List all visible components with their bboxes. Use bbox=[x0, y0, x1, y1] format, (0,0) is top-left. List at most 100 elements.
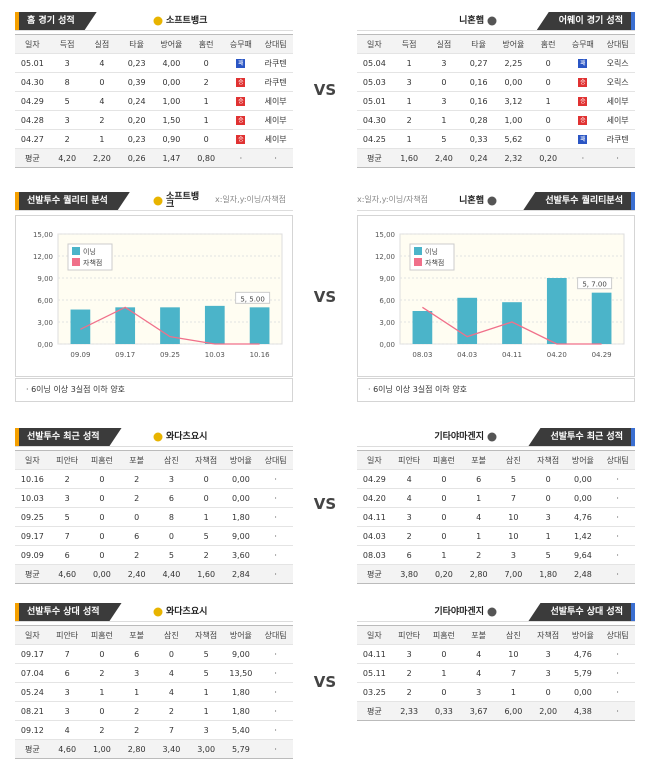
cell: · bbox=[258, 545, 293, 565]
table-row: 07.04 6 2 3 4 5 13,50 · bbox=[15, 663, 293, 683]
cell: 08.21 bbox=[15, 701, 50, 721]
cell: 05.24 bbox=[15, 682, 50, 702]
cell: 5 bbox=[496, 469, 531, 489]
column-header: 상대팀 bbox=[258, 450, 293, 470]
team-logo bbox=[153, 607, 163, 617]
table-row: 03.25 2 0 3 1 0 0,00 · bbox=[357, 682, 635, 702]
column-header: 방어율 bbox=[565, 625, 601, 645]
average-cell: 2,80 bbox=[461, 564, 496, 584]
team-logo bbox=[153, 432, 163, 442]
column-header: 일자 bbox=[15, 625, 50, 645]
x-tick-label: 04.20 bbox=[547, 351, 567, 359]
column-header: 일자 bbox=[357, 450, 392, 470]
cell: 0 bbox=[530, 53, 566, 73]
panel-title: 선발투수 최근 성적 bbox=[15, 428, 122, 446]
panel-header: x:일자,y:이닝/자책점 선발투수 퀄리티분석 니혼햄 bbox=[357, 192, 635, 211]
table-head: 일자 피안타 피홈런 포볼 삼진 자책점 방어율 상대팀 bbox=[357, 625, 635, 645]
cell: 2 bbox=[49, 129, 85, 149]
table-row: 04.29 4 0 6 5 0 0,00 · bbox=[357, 469, 635, 489]
team: 니혼햄 bbox=[459, 12, 497, 30]
cell: 0,00 bbox=[496, 72, 531, 92]
column-header: 포볼 bbox=[461, 450, 496, 470]
average-cell: 3,00 bbox=[188, 739, 224, 759]
team: 와다츠요시 bbox=[153, 428, 207, 446]
team: 소프트뱅크 bbox=[153, 12, 207, 30]
cell: 5 bbox=[49, 91, 85, 111]
cell: 08.03 bbox=[357, 545, 392, 565]
y-tick-label: 6,00 bbox=[379, 297, 395, 305]
cell: 8 bbox=[49, 72, 85, 92]
cell: 09.12 bbox=[15, 720, 50, 740]
cell: 7 bbox=[496, 488, 531, 508]
cell: 04.27 bbox=[15, 129, 50, 149]
bar bbox=[412, 311, 433, 344]
column-header: 상대팀 bbox=[258, 34, 293, 54]
team: 기타야마겐지 bbox=[434, 428, 497, 446]
panel-header: 홈 경기 성적 소프트뱅크 bbox=[15, 12, 293, 31]
annotation: 5, 7.00 bbox=[582, 281, 607, 289]
cell: 4,76 bbox=[565, 507, 601, 527]
team-name: 기타야마겐지 bbox=[434, 607, 484, 617]
cell: 3,12 bbox=[496, 91, 531, 111]
result-cell: 패 bbox=[565, 129, 601, 149]
average-cell: 7,00 bbox=[496, 564, 531, 584]
bar bbox=[457, 297, 478, 344]
average-cell: 0,20 bbox=[426, 564, 462, 584]
cell: 1 bbox=[461, 488, 496, 508]
cell: 0 bbox=[154, 526, 189, 546]
cell: 4 bbox=[49, 720, 85, 740]
table-row: 09.12 4 2 2 7 3 5,40 · bbox=[15, 720, 293, 740]
table-row: 04.30 2 1 0,28 1,00 0 승 세이부 bbox=[357, 110, 635, 130]
cell: · bbox=[600, 682, 635, 702]
average-cell: · bbox=[600, 148, 635, 168]
average-cell: 3,40 bbox=[154, 739, 189, 759]
panel-title: 홈 경기 성적 bbox=[15, 12, 97, 30]
header-row: 일자 피안타 피홈런 포볼 삼진 자책점 방어율 상대팀 bbox=[357, 450, 635, 470]
result-icon: 패 bbox=[578, 135, 588, 144]
x-tick-label: 08.03 bbox=[412, 351, 432, 359]
legend-swatch bbox=[72, 258, 80, 266]
table-head: 일자 피안타 피홈런 포볼 삼진 자책점 방어율 상대팀 bbox=[15, 450, 293, 470]
panel-title: 선발투수 상대 성적 bbox=[528, 603, 635, 621]
panel-header: 선발투수 상대 성적 와다츠요시 bbox=[15, 603, 293, 622]
table-row: 05.11 2 1 4 7 3 5,79 · bbox=[357, 663, 635, 683]
cell: 1,80 bbox=[223, 507, 259, 527]
column-header: 피홈런 bbox=[426, 450, 462, 470]
cell: · bbox=[600, 488, 635, 508]
cell: · bbox=[600, 663, 635, 683]
chart-box: 0,00 3,00 6,00 9,00 12,00 15,00 09.09 09.17 09.2… bbox=[15, 215, 293, 377]
column-header: 승무패 bbox=[223, 34, 259, 54]
cell: 0,28 bbox=[461, 110, 496, 130]
average-cell: 3,67 bbox=[461, 701, 496, 721]
cell: 04.25 bbox=[357, 129, 392, 149]
average-cell: 4,40 bbox=[154, 564, 189, 584]
table-row: 09.17 7 0 6 0 5 9,00 · bbox=[15, 526, 293, 546]
bar bbox=[546, 278, 567, 344]
cell: 04.28 bbox=[15, 110, 50, 130]
x-tick-label: 09.17 bbox=[115, 351, 135, 359]
cell: 2 bbox=[188, 545, 224, 565]
result-icon: 패 bbox=[236, 59, 246, 68]
cell: 라쿠텐 bbox=[600, 129, 635, 149]
column-header: 피홈런 bbox=[84, 625, 120, 645]
x-tick-label: 04.03 bbox=[457, 351, 477, 359]
table-body: 04.11 3 0 4 10 3 4,76 · 05.11 2 1 4 7 3 5,79 · 03.25 2 0 3 1… bbox=[357, 644, 635, 721]
axis-note: x:일자,y:이닝/자책점 bbox=[215, 195, 287, 204]
legend-swatch bbox=[414, 258, 422, 266]
average-cell: 1,60 bbox=[188, 564, 224, 584]
column-header: 삼진 bbox=[154, 450, 189, 470]
bar bbox=[70, 309, 91, 344]
cell: 5 bbox=[188, 663, 224, 683]
cell: 3 bbox=[188, 720, 224, 740]
cell: 3 bbox=[391, 644, 427, 664]
cell: 0,27 bbox=[461, 53, 496, 73]
cell: 0 bbox=[426, 469, 462, 489]
column-header: 피안타 bbox=[49, 625, 85, 645]
y-tick-label: 15,00 bbox=[33, 231, 53, 239]
cell: 1 bbox=[426, 663, 462, 683]
vs-label: VS bbox=[313, 673, 337, 691]
table-row: 04.20 4 0 1 7 0 0,00 · bbox=[357, 488, 635, 508]
column-header: 실점 bbox=[426, 34, 462, 54]
vs-label: VS bbox=[313, 81, 337, 99]
y-tick-label: 12,00 bbox=[33, 253, 53, 261]
